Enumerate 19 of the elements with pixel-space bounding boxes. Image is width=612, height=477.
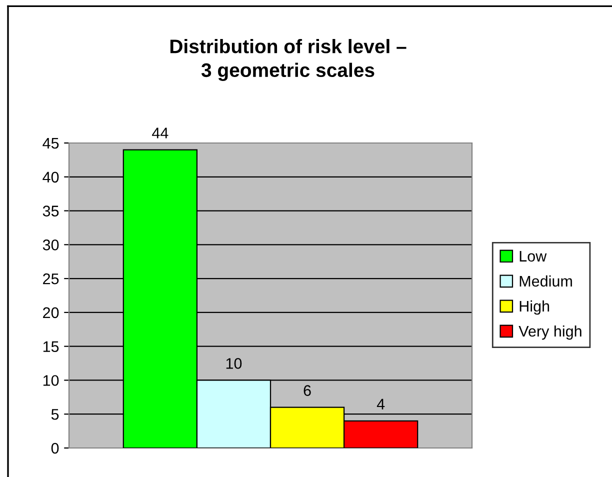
- y-tick-label: 5: [51, 409, 59, 420]
- data-label: 4: [376, 398, 385, 410]
- data-label: 10: [226, 358, 242, 369]
- y-tick-label: 30: [42, 240, 59, 250]
- legend-label: Low: [520, 250, 547, 262]
- legend-label: High: [520, 300, 550, 315]
- y-tick-label: 40: [42, 172, 59, 183]
- y-tick-label: 15: [43, 341, 59, 352]
- y-tick-label: 10: [43, 375, 59, 386]
- data-label: 6: [304, 385, 311, 396]
- y-tick-label: 25: [43, 273, 59, 284]
- legend-label: Very high: [518, 325, 582, 340]
- y-tick-label: 35: [42, 206, 59, 216]
- y-tick-label: 0: [51, 442, 59, 454]
- legend-label: Medium: [520, 275, 572, 287]
- chart-title: Distribution of risk level – 3 geometric scales: [170, 39, 406, 81]
- data-label: 44: [152, 128, 168, 138]
- y-tick-label: 20: [43, 307, 59, 318]
- y-tick-label: 45: [42, 138, 59, 149]
